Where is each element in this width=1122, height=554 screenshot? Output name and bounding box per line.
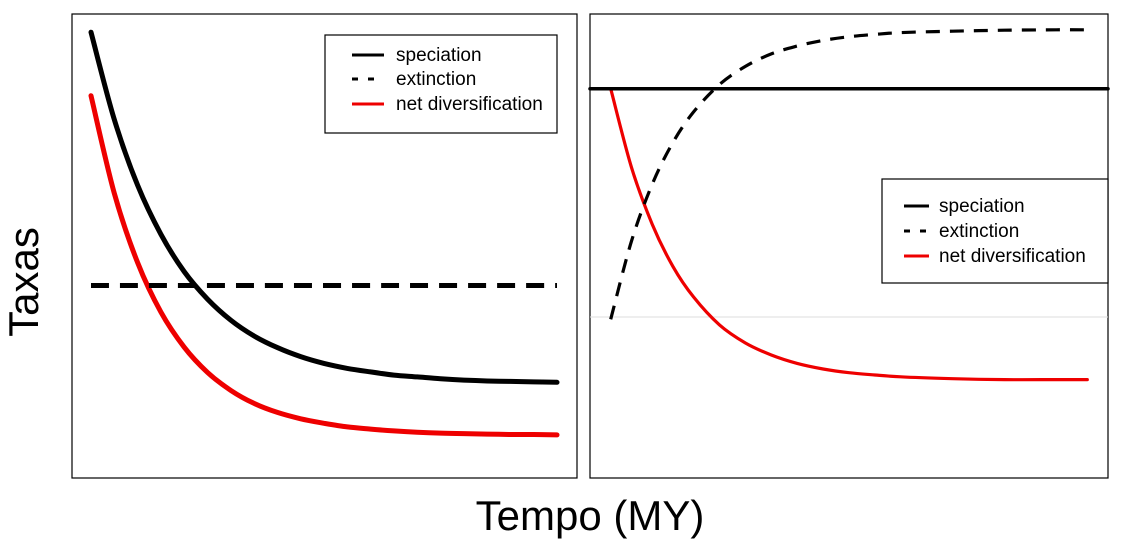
plot-frame	[71, 13, 578, 479]
legend-label-extinction: extinction	[396, 69, 476, 90]
legend-box	[324, 34, 558, 134]
speciation-series-line	[88, 29, 560, 385]
legend-label-net-diversification: net diversification	[396, 94, 543, 115]
net-diversification-series-line	[609, 87, 1089, 382]
legend-label-net-diversification: net diversification	[939, 246, 1086, 267]
legend: speciation extinction net diversification	[881, 178, 1109, 284]
x-axis-title: Tempo (MY)	[476, 492, 705, 539]
legend: speciation extinction net diversification	[324, 34, 558, 134]
extinction-series-line	[609, 28, 1088, 320]
net-diversification-series-line	[88, 93, 560, 438]
left-panel: speciation extinction net diversification	[71, 13, 578, 479]
legend-label-speciation: speciation	[939, 196, 1025, 217]
legend-label-extinction: extinction	[939, 221, 1019, 242]
y-axis-title: Taxas	[0, 227, 47, 337]
legend-box	[881, 178, 1109, 284]
right-panel: speciation extinction net diversification	[588, 13, 1110, 479]
legend-label-speciation: speciation	[396, 45, 482, 66]
